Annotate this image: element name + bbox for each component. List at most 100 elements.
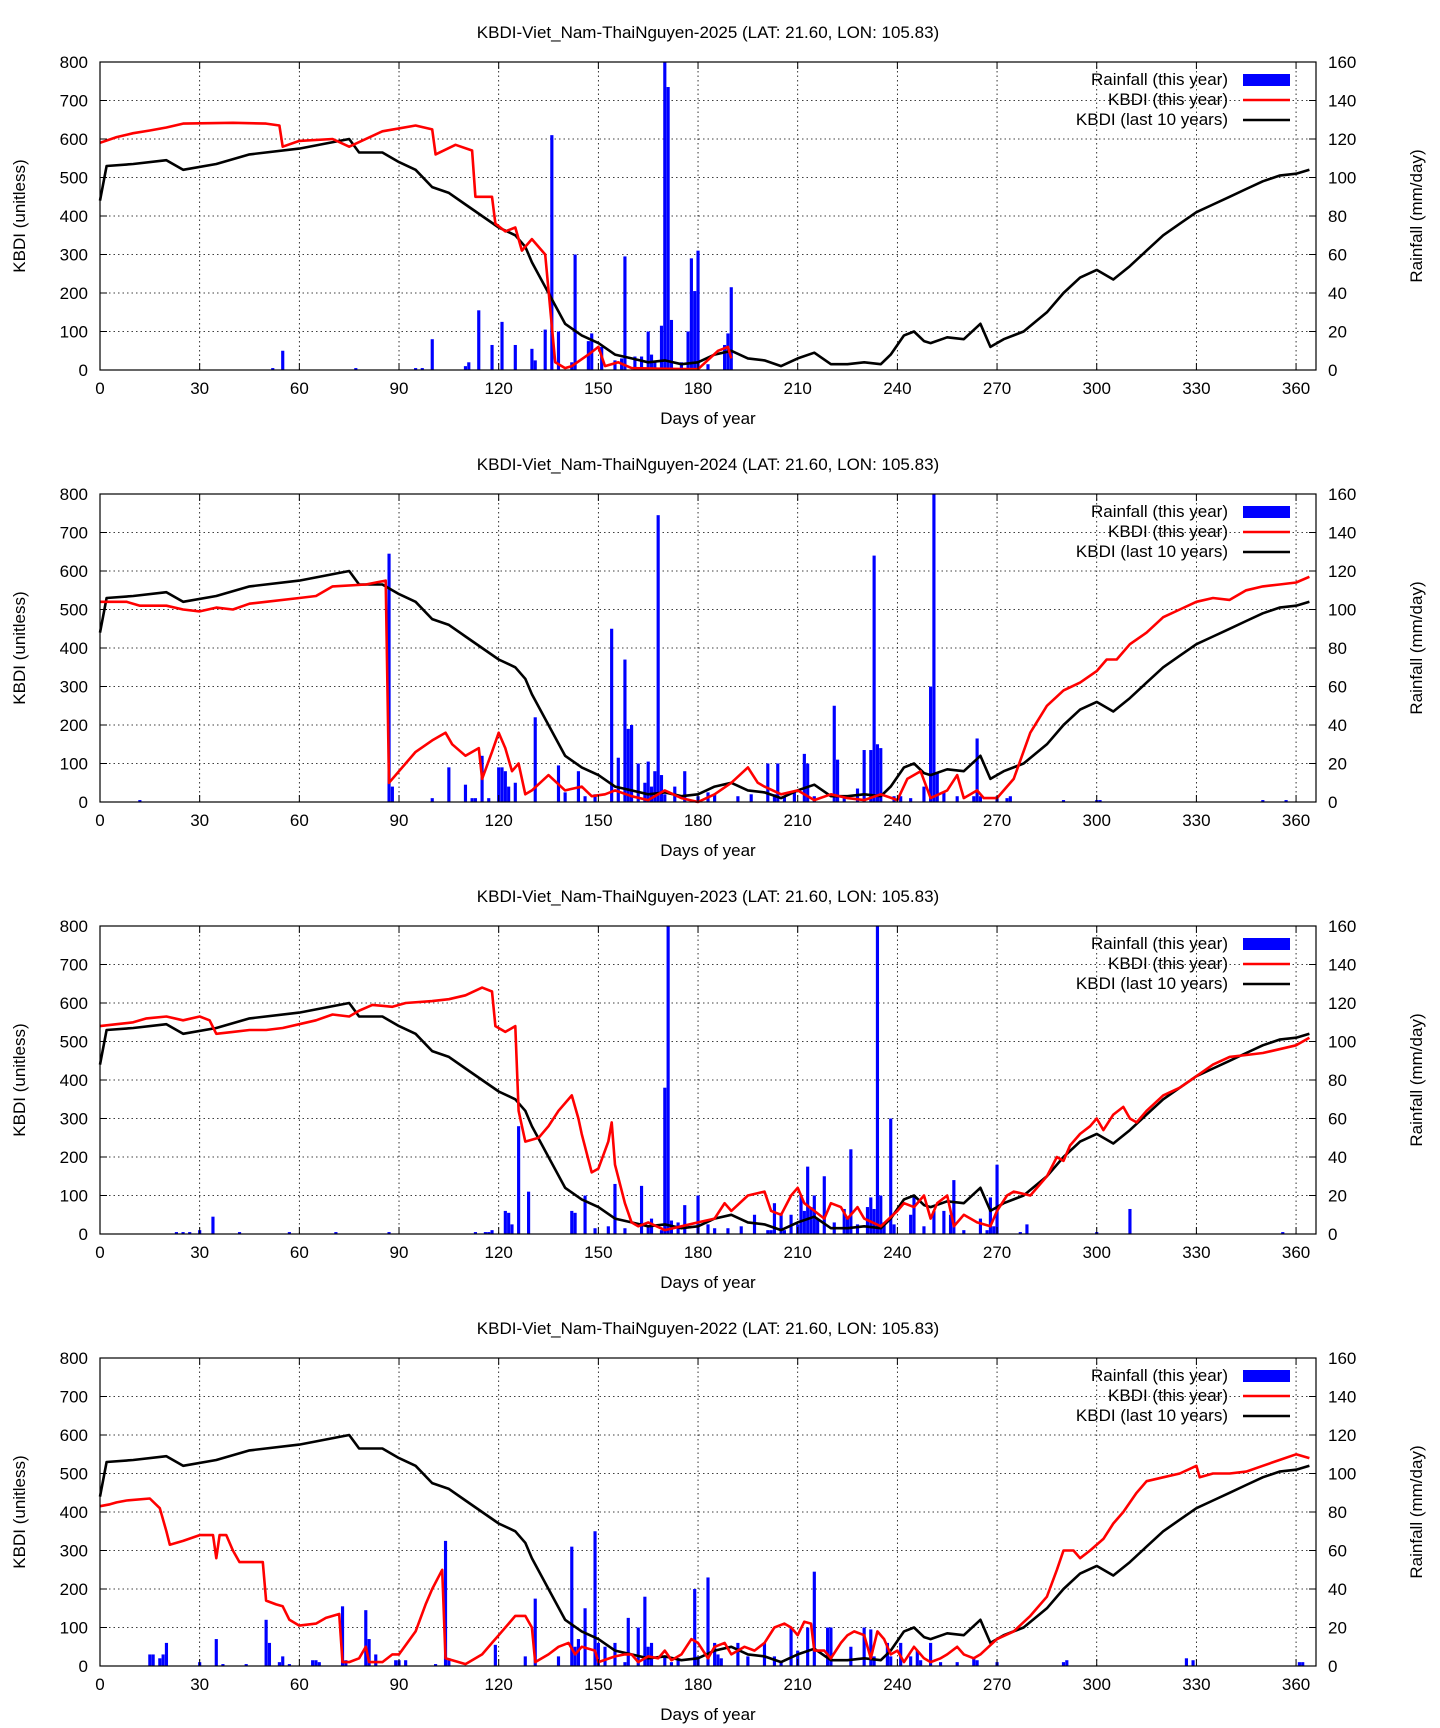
rainfall-bar [1297, 1662, 1301, 1666]
rainfall-bar [473, 1232, 478, 1234]
rainfall-bar [693, 291, 697, 370]
y-tick-label: 200 [60, 1148, 88, 1167]
rainfall-bar [686, 331, 690, 370]
y-tick-label: 800 [60, 917, 88, 936]
x-tick-label: 180 [684, 1243, 712, 1262]
rainfall-bar [613, 1642, 617, 1666]
rainfall-bar [593, 1531, 597, 1666]
rainfall-bar [676, 1658, 680, 1666]
chart-title: KBDI-Viet_Nam-ThaiNguyen-2024 (LAT: 21.6… [477, 455, 939, 474]
rainfall-bar [613, 360, 617, 370]
rainfall-bar [689, 258, 693, 370]
rainfall-bar [972, 1658, 976, 1666]
rainfall-bar [573, 1646, 577, 1666]
rainfall-bar [420, 368, 424, 370]
y-tick-label: 600 [60, 130, 88, 149]
y2-tick-label: 140 [1328, 1388, 1356, 1407]
rainfall-bar [151, 1654, 155, 1666]
rainfall-bar [719, 1658, 723, 1666]
y-axis-label: KBDI (unitless) [10, 159, 29, 272]
y2-tick-label: 160 [1328, 485, 1356, 504]
x-tick-label: 90 [390, 1675, 409, 1694]
rainfall-bar [829, 1627, 833, 1666]
rainfall-bar [663, 794, 667, 802]
x-tick-label: 60 [290, 811, 309, 830]
legend-swatch [1243, 506, 1290, 518]
x-tick-label: 120 [485, 379, 513, 398]
rainfall-bar [610, 628, 614, 802]
rainfall-bar [513, 344, 517, 370]
rainfall-bar [862, 1627, 866, 1666]
rainfall-bar [995, 1164, 999, 1234]
y-tick-label: 600 [60, 562, 88, 581]
rainfall-bar [912, 1195, 916, 1234]
kbdi-ten-year-line [98, 1433, 1310, 1664]
x-tick-label: 270 [983, 1243, 1011, 1262]
x-tick-label: 150 [584, 1675, 612, 1694]
rainfall-bar [1065, 1660, 1069, 1666]
rainfall-bar [862, 750, 866, 802]
rainfall-bar [613, 1183, 617, 1234]
rainfall-bar [556, 1656, 561, 1666]
legend-label: KBDI (this year) [1108, 1386, 1228, 1405]
rainfall-bar [772, 794, 777, 802]
legend-label: KBDI (this year) [1108, 954, 1228, 973]
y-axis-label: KBDI (unitless) [10, 591, 29, 704]
legend: Rainfall (this year)KBDI (this year)KBDI… [1076, 934, 1290, 993]
x-tick-label: 360 [1282, 1243, 1310, 1262]
rainfall-bar [1301, 1662, 1305, 1666]
x-tick-label: 330 [1182, 379, 1210, 398]
rainfall-bar [663, 1656, 667, 1666]
y-tick-label: 100 [60, 323, 88, 342]
rainfall-bar [148, 1654, 152, 1666]
rainfall-bar [942, 1210, 946, 1234]
y2-tick-label: 120 [1328, 562, 1356, 581]
rainfall-bar [510, 1224, 514, 1234]
y-tick-label: 200 [60, 1580, 88, 1599]
rainfall-bar [527, 1191, 531, 1234]
legend: Rainfall (this year)KBDI (this year)KBDI… [1076, 70, 1290, 129]
y2-tick-label: 140 [1328, 956, 1356, 975]
y-tick-label: 800 [60, 485, 88, 504]
rainfall-bar [736, 1642, 740, 1666]
rainfall-bar [972, 796, 976, 802]
rainfall-bar [938, 1662, 943, 1666]
x-tick-label: 210 [784, 811, 812, 830]
y-tick-label: 300 [60, 246, 88, 265]
rainfall-bar [929, 1642, 933, 1666]
rainfall-bar [659, 1230, 664, 1234]
rainfall-bar [433, 1664, 438, 1666]
rainfall-bar [779, 1662, 783, 1666]
rainfall-bar [1128, 1208, 1132, 1234]
rainfall-bar [1025, 1224, 1029, 1234]
rainfall-bar [1184, 1658, 1189, 1666]
x-tick-label: 300 [1083, 379, 1111, 398]
rainfall-bar [639, 1185, 644, 1234]
chart-title: KBDI-Viet_Nam-ThaiNguyen-2022 (LAT: 21.6… [477, 1319, 939, 1338]
rainfall-bar [277, 1662, 281, 1666]
rainfall-bar [221, 1664, 225, 1666]
chart-panel: KBDI-Viet_Nam-ThaiNguyen-2025 (LAT: 21.6… [10, 23, 1426, 428]
y2-axis-label: Rainfall (mm/day) [1407, 149, 1426, 282]
x-tick-label: 150 [584, 379, 612, 398]
y2-tick-label: 160 [1328, 1349, 1356, 1368]
rainfall-bar [796, 1650, 800, 1666]
rainfall-bar [879, 1195, 883, 1234]
rainfall-bar [929, 686, 933, 802]
rainfall-bar [948, 1214, 953, 1234]
rainfall-bar [447, 767, 451, 802]
rainfall-bar [656, 515, 660, 802]
rainfall-bar [493, 1644, 497, 1666]
x-tick-label: 180 [684, 379, 712, 398]
rainfall-bar [281, 1656, 285, 1666]
y2-axis-label: Rainfall (mm/day) [1407, 581, 1426, 714]
rainfall-bar [271, 368, 275, 370]
rainfall-bar [596, 1642, 600, 1666]
rainfall-bar [683, 771, 687, 802]
rainfall-bar [889, 1118, 893, 1234]
rainfall-bar [583, 1608, 587, 1666]
rainfall-bar [543, 329, 547, 370]
rainfall-bar [899, 796, 903, 802]
rainfall-bar [975, 1660, 979, 1666]
y2-tick-label: 140 [1328, 92, 1356, 111]
